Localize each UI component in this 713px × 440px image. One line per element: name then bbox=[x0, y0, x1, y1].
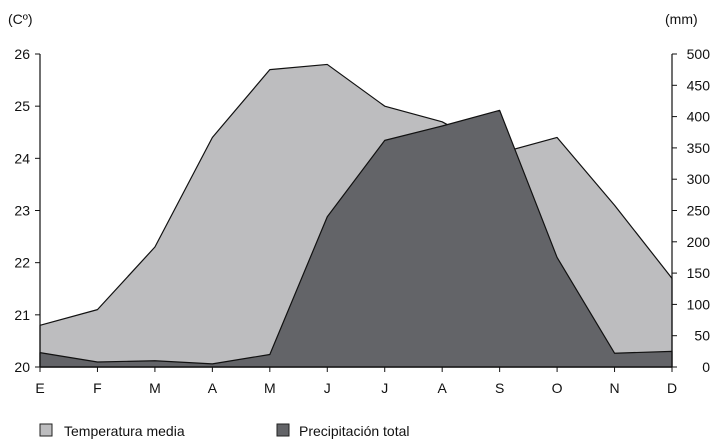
right-tick-label: 500 bbox=[687, 46, 711, 62]
legend-label-precipitacion: Precipitación total bbox=[299, 423, 410, 439]
area-series-precipitacion bbox=[39, 109, 673, 368]
right-tick-label: 350 bbox=[687, 140, 711, 156]
x-tick-label: N bbox=[609, 380, 619, 396]
x-tick-label: A bbox=[208, 380, 218, 396]
left-tick-label: 25 bbox=[14, 98, 30, 114]
right-tick-label: 250 bbox=[687, 203, 711, 219]
left-tick-label: 23 bbox=[14, 203, 30, 219]
x-tick-label: J bbox=[381, 380, 388, 396]
legend-swatch-precipitacion bbox=[276, 423, 290, 437]
right-tick-label: 450 bbox=[687, 77, 711, 93]
x-tick-label: S bbox=[495, 380, 504, 396]
x-tick-label: D bbox=[667, 380, 677, 396]
right-axis-unit-label: (mm) bbox=[665, 11, 698, 27]
x-tick-label: J bbox=[324, 380, 331, 396]
legend-label-temperatura: Temperatura media bbox=[64, 423, 185, 439]
tick-layer: 20 21 22 23 24 25 26 0 50 100 150 200 250 300 350 400 45… bbox=[14, 46, 710, 396]
x-tick-label: A bbox=[438, 380, 448, 396]
right-tick-label: 400 bbox=[687, 109, 711, 125]
x-tick-label: M bbox=[264, 380, 276, 396]
right-tick-label: 100 bbox=[687, 296, 711, 312]
x-tick-label: O bbox=[552, 380, 563, 396]
right-tick-label: 50 bbox=[694, 328, 710, 344]
legend-swatch-temperatura bbox=[39, 423, 53, 437]
left-axis-unit-label: (Cº) bbox=[8, 11, 33, 27]
left-tick-label: 21 bbox=[14, 307, 30, 323]
left-tick-label: 20 bbox=[14, 359, 30, 375]
left-tick-label: 24 bbox=[14, 150, 30, 166]
right-tick-label: 0 bbox=[702, 359, 710, 375]
left-tick-label: 22 bbox=[14, 255, 30, 271]
left-tick-label: 26 bbox=[14, 46, 30, 62]
legend: Temperatura media Precipitación total bbox=[39, 423, 410, 439]
right-tick-label: 150 bbox=[687, 265, 711, 281]
area-layer bbox=[39, 63, 673, 368]
right-tick-label: 200 bbox=[687, 234, 711, 250]
x-tick-label: E bbox=[35, 380, 44, 396]
x-tick-label: F bbox=[93, 380, 102, 396]
x-tick-label: M bbox=[149, 380, 161, 396]
right-tick-label: 300 bbox=[687, 171, 711, 187]
